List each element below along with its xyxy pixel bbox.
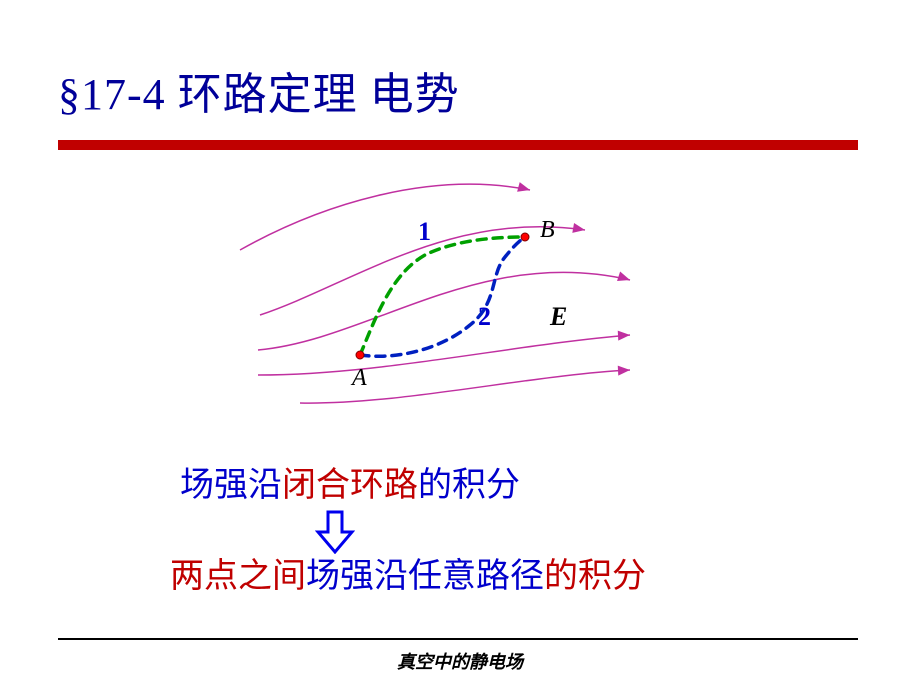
svg-text:A: A bbox=[350, 365, 367, 391]
footer-text: 真空中的静电场 bbox=[0, 648, 920, 674]
text-segment: 闭合环路 bbox=[282, 467, 418, 504]
implies-arrow-icon bbox=[315, 510, 355, 554]
text-segment: 场强沿 bbox=[180, 467, 282, 504]
bottom-rule bbox=[58, 638, 858, 640]
text-segment: 的积分 bbox=[418, 467, 520, 504]
svg-text:2: 2 bbox=[478, 302, 491, 331]
page-title: §17-4 环路定理 电势 bbox=[58, 58, 460, 122]
statement-block: 场强沿闭合环路的积分 两点之间场强沿任意路径的积分 bbox=[170, 460, 810, 602]
svg-text:B: B bbox=[540, 217, 555, 243]
svg-text:1: 1 bbox=[418, 217, 431, 246]
statement-line-2: 两点之间场强沿任意路径的积分 bbox=[170, 551, 810, 602]
statement-line-1: 场强沿闭合环路的积分 bbox=[180, 460, 810, 511]
svg-text:E: E bbox=[549, 302, 567, 331]
text-segment: 两点之间 bbox=[170, 558, 306, 595]
text-segment: 的积分 bbox=[544, 558, 646, 595]
title-rule bbox=[58, 140, 858, 150]
slide: §17-4 环路定理 电势 AB12E 场强沿闭合环路的积分 两点之间场强沿任意… bbox=[0, 0, 920, 690]
text-segment: 场强沿任意路径 bbox=[306, 558, 544, 595]
field-diagram: A B 1 2 E bbox=[230, 175, 640, 435]
